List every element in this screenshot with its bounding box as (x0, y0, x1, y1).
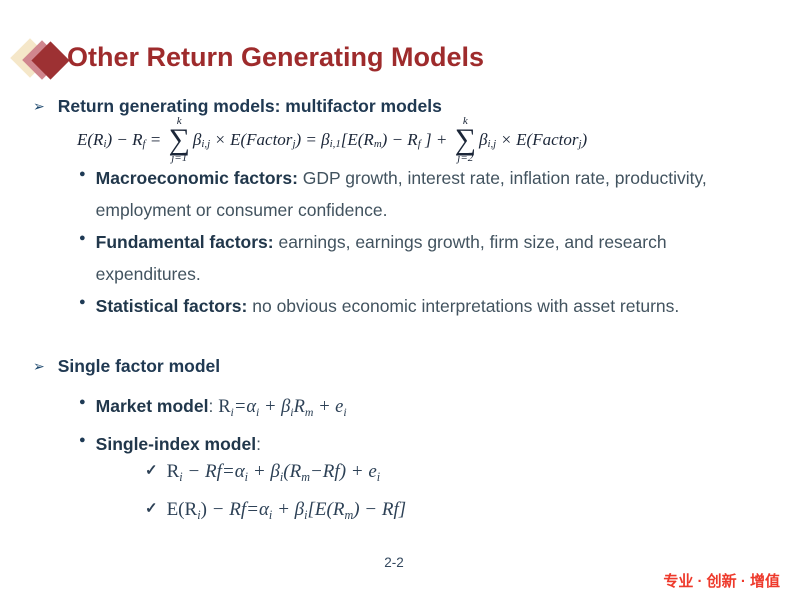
macroeconomic-factors-label: Macroeconomic factors: (95, 168, 298, 188)
page-number: 2-2 (384, 555, 404, 570)
macroeconomic-factors-body: GDP growth, interest rate, inflation rat… (95, 168, 707, 220)
check-bullet-icon: ✓ (145, 462, 158, 479)
bullet-multifactor-label: Return generating models: multifactor mo… (57, 96, 442, 116)
statistical-factors-body: no obvious economic interpretations with… (247, 296, 680, 316)
footer-slogan: 专业 · 创新 · 增值 (663, 573, 780, 590)
dot-bullet-icon: ● (79, 296, 86, 308)
macroeconomic-factors-text: Macroeconomic factors: GDP growth, inter… (96, 163, 766, 226)
statistical-factors-label: Statistical factors: (95, 296, 248, 316)
market-model-text: Market model: Ri=αi + βiRm + ei (96, 391, 347, 425)
check-bullet-icon: ✓ (145, 500, 158, 517)
market-model-formula: Ri=αi + βiRm + ei (218, 397, 347, 420)
market-model-colon: : (208, 396, 219, 416)
bullet-single-index-model: ● Single-index model: (79, 429, 766, 461)
dot-bullet-icon: ● (79, 168, 86, 180)
page-title: Other Return Generating Models (67, 42, 485, 72)
fundamental-factors-label: Fundamental factors: (95, 232, 274, 252)
bullet-fundamental-factors: ● Fundamental factors: earnings, earning… (79, 227, 766, 290)
arrow-bullet-icon: ➢ (33, 358, 45, 374)
bullet-single-factor-label: Single factor model (57, 356, 221, 376)
bullet-multifactor-models: ➢ Return generating models: multifactor … (33, 96, 442, 117)
single-index-model-label: Single-index model (95, 434, 257, 454)
bullet-statistical-factors: ● Statistical factors: no obvious econom… (79, 291, 766, 323)
fundamental-factors-body: earnings, earnings growth, firm size, an… (95, 232, 667, 284)
dot-bullet-icon: ● (79, 434, 86, 446)
bullet-macroeconomic-factors: ● Macroeconomic factors: GDP growth, int… (79, 163, 766, 226)
single-index-expected-return-line: ✓ E(Ri) − Rf=αi + βi[E(Rm) − Rf] (145, 499, 407, 523)
bullet-market-model: ● Market model: Ri=αi + βiRm + ei (79, 391, 766, 425)
market-model-label: Market model (95, 396, 209, 416)
fundamental-factors-text: Fundamental factors: earnings, earnings … (96, 227, 766, 290)
dot-bullet-icon: ● (79, 232, 86, 244)
single-index-model-text: Single-index model: (96, 429, 261, 461)
arrow-bullet-icon: ➢ (33, 98, 45, 114)
statistical-factors-text: Statistical factors: no obvious economic… (96, 291, 680, 323)
single-index-formula-2: E(Ri) − Rf=αi + βi[E(Rm) − Rf] (166, 499, 407, 523)
bullet-single-factor-model: ➢ Single factor model (33, 356, 220, 377)
single-index-model-colon: : (256, 434, 261, 454)
single-index-formula-1: Ri − Rf=αi + βi(Rm−Rf) + ei (166, 461, 381, 485)
dot-bullet-icon: ● (79, 396, 86, 408)
single-index-excess-return-line: ✓ Ri − Rf=αi + βi(Rm−Rf) + ei (145, 461, 381, 485)
